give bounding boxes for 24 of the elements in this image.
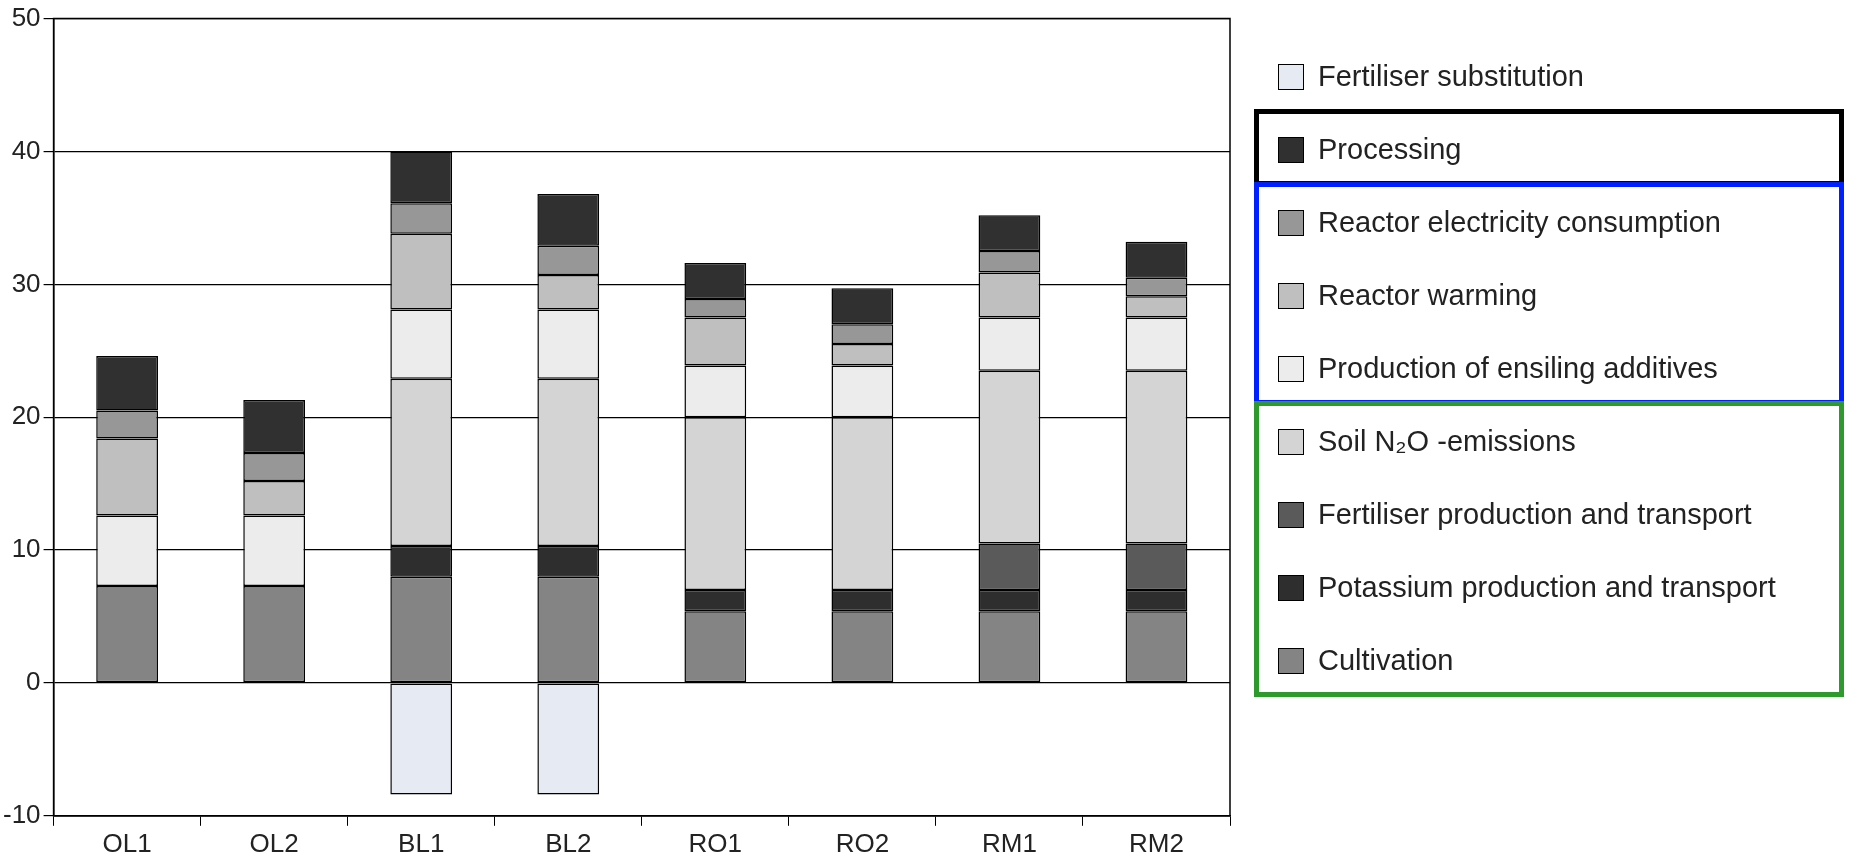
x-tick-label: BL1 xyxy=(398,827,445,858)
y-tick-label: 0 xyxy=(26,666,41,697)
legend-label: Potassium production and transport xyxy=(1318,571,1776,604)
legend-label: Soil N₂O -emissions xyxy=(1318,425,1576,458)
x-tick-label: OL1 xyxy=(102,827,152,858)
x-tick-label: RM2 xyxy=(1129,827,1184,858)
legend-label: Reactor warming xyxy=(1318,279,1538,312)
legend-label: Reactor electricity consumption xyxy=(1318,206,1721,239)
legend-label: Processing xyxy=(1318,133,1462,166)
legend-label: Fertiliser substitution xyxy=(1318,60,1584,93)
x-tick-label: RM1 xyxy=(981,827,1037,858)
legend-label: Production of ensiling additives xyxy=(1318,352,1718,385)
x-tick-label: RO2 xyxy=(835,827,890,858)
y-tick-label: 30 xyxy=(11,267,41,298)
y-tick-label: 10 xyxy=(11,533,41,564)
legend-label: Cultivation xyxy=(1318,644,1454,677)
x-tick-label: OL2 xyxy=(249,827,299,858)
y-tick-label: 50 xyxy=(11,1,41,32)
x-tick-label: BL2 xyxy=(545,827,592,858)
x-tick-label: RO1 xyxy=(688,827,743,858)
y-tick-label: 20 xyxy=(11,400,41,431)
y-tick-label: 40 xyxy=(11,134,41,165)
legend-label: Fertiliser production and transport xyxy=(1318,498,1752,531)
y-tick-label: -10 xyxy=(3,798,41,829)
